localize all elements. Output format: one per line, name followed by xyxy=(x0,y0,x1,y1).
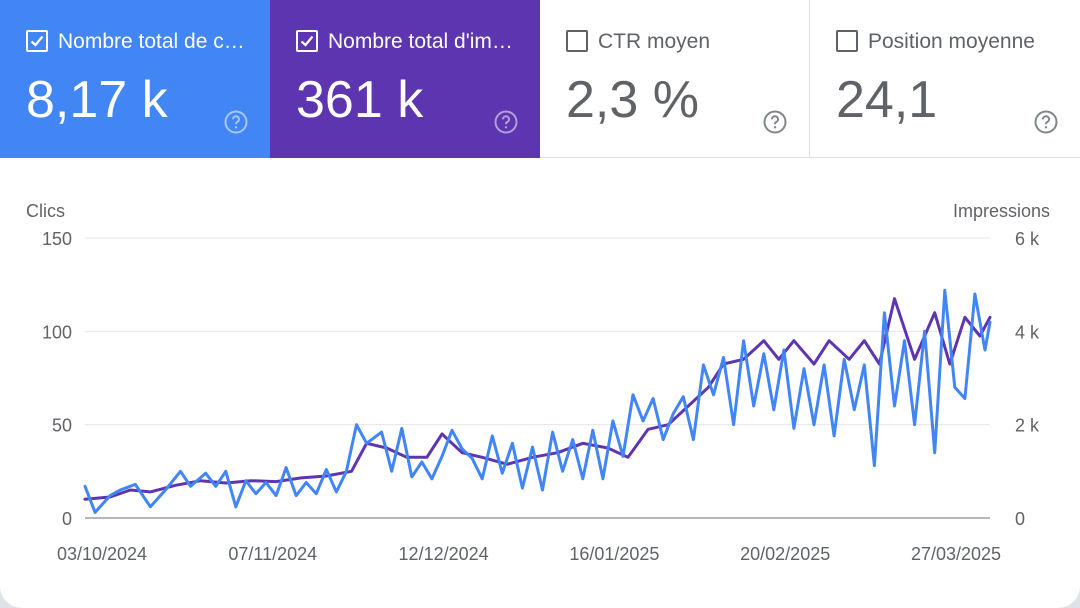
checkbox-icon[interactable] xyxy=(836,30,858,52)
metric-value: 8,17 k xyxy=(26,71,168,129)
left-tick-label: 50 xyxy=(52,416,72,436)
metric-tab-ctr[interactable]: CTR moyen 2,3 % xyxy=(540,0,810,158)
x-tick-label: 16/01/2025 xyxy=(569,544,659,564)
metric-label: Position moyenne xyxy=(868,30,1035,53)
checkbox-icon[interactable] xyxy=(26,30,48,52)
checkbox-icon[interactable] xyxy=(296,30,318,52)
left-axis-title: Clics xyxy=(26,201,65,221)
metric-tabs: Nombre total de clics 8,17 k Nombre tota… xyxy=(0,0,1080,158)
series-lines xyxy=(83,288,992,514)
checkbox-icon[interactable] xyxy=(566,30,588,52)
right-tick-label: 4 k xyxy=(1015,322,1040,342)
axis-labels: Clics Impressions 150 6 k 100 4 k 50 2 k 0 0 03/… xyxy=(26,201,1050,564)
metric-label: Nombre total de clics xyxy=(58,30,248,53)
performance-chart: Clics Impressions 150 6 k 100 4 k 50 2 k 0 0 03/… xyxy=(0,158,1080,608)
metric-value: 24,1 xyxy=(836,71,938,129)
metric-tab-clicks[interactable]: Nombre total de clics 8,17 k xyxy=(0,0,270,158)
metric-label: CTR moyen xyxy=(598,30,711,53)
clicks-series-line xyxy=(83,288,992,514)
left-tick-label: 150 xyxy=(42,229,72,249)
left-tick-label: 100 xyxy=(42,322,72,342)
help-circle-icon[interactable] xyxy=(494,110,518,134)
right-tick-label: 2 k xyxy=(1015,416,1040,436)
metric-value: 361 k xyxy=(296,71,424,129)
chart-canvas: Clics Impressions 150 6 k 100 4 k 50 2 k 0 0 03/… xyxy=(26,201,1050,564)
left-tick-label: 0 xyxy=(62,509,72,529)
help-circle-icon[interactable] xyxy=(1034,110,1058,134)
right-tick-label: 0 xyxy=(1015,509,1025,529)
x-tick-label: 07/11/2024 xyxy=(228,544,317,564)
help-circle-icon[interactable] xyxy=(224,110,248,134)
metric-tab-impressions[interactable]: Nombre total d'impressions 361 k xyxy=(270,0,540,158)
right-axis-title: Impressions xyxy=(953,201,1050,221)
help-circle-icon[interactable] xyxy=(763,110,787,134)
right-tick-label: 6 k xyxy=(1015,229,1040,249)
x-tick-label: 27/03/2025 xyxy=(911,544,1001,564)
metric-tab-position[interactable]: Position moyenne 24,1 xyxy=(810,0,1080,158)
metric-value: 2,3 % xyxy=(566,71,699,129)
metric-label: Nombre total d'impressions xyxy=(328,30,518,53)
x-tick-label: 20/02/2025 xyxy=(740,544,830,564)
x-tick-label: 12/12/2024 xyxy=(399,544,489,564)
grid-lines xyxy=(85,237,990,519)
x-tick-label: 03/10/2024 xyxy=(57,544,147,564)
